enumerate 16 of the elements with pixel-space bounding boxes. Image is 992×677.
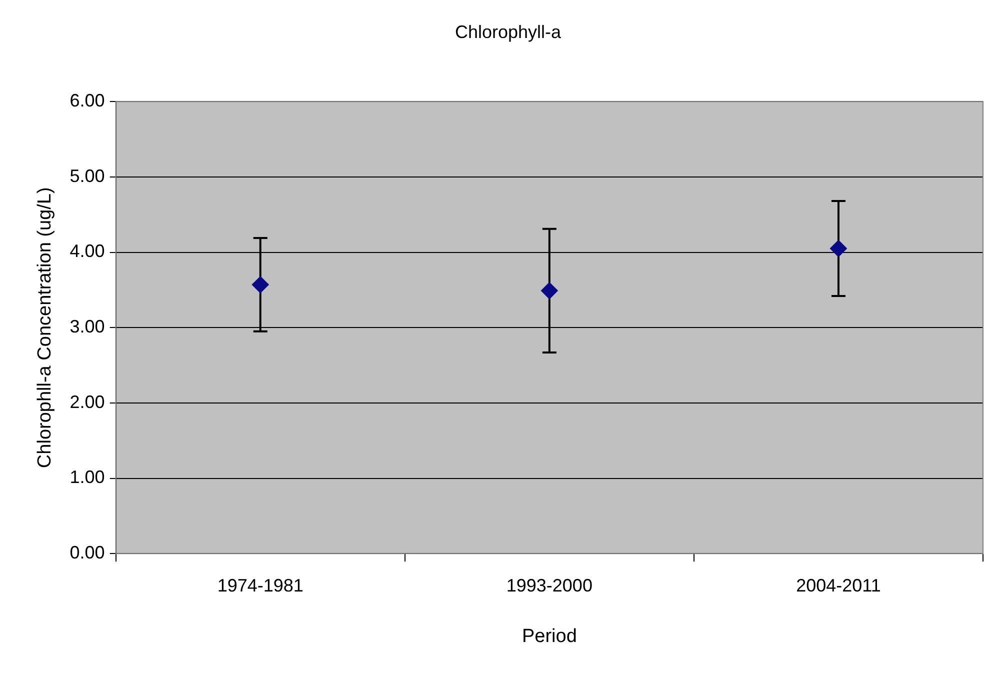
y-tick-label: 0.00 bbox=[70, 542, 105, 563]
point bbox=[830, 240, 847, 257]
y-tick-label: 6.00 bbox=[70, 90, 105, 111]
point bbox=[540, 282, 558, 300]
x-tick-label: 2004-2011 bbox=[796, 575, 881, 596]
y-axis-title: Chlorophll-a Concentration (ug/L) bbox=[34, 187, 56, 468]
y-tick-label: 5.00 bbox=[70, 166, 105, 186]
x-tick-label: 1974-1981 bbox=[217, 575, 304, 596]
y-tick-label: 2.00 bbox=[70, 392, 105, 412]
y-tick-label: 4.00 bbox=[70, 241, 105, 262]
point bbox=[252, 276, 269, 294]
x-axis-title: Period bbox=[522, 626, 577, 647]
y-tick-label: 1.00 bbox=[70, 467, 105, 488]
y-tick-label: 3.00 bbox=[70, 316, 105, 337]
x-tick-label: 1993-2000 bbox=[506, 575, 592, 596]
chart-title: Chlorophyll-a bbox=[454, 22, 562, 42]
